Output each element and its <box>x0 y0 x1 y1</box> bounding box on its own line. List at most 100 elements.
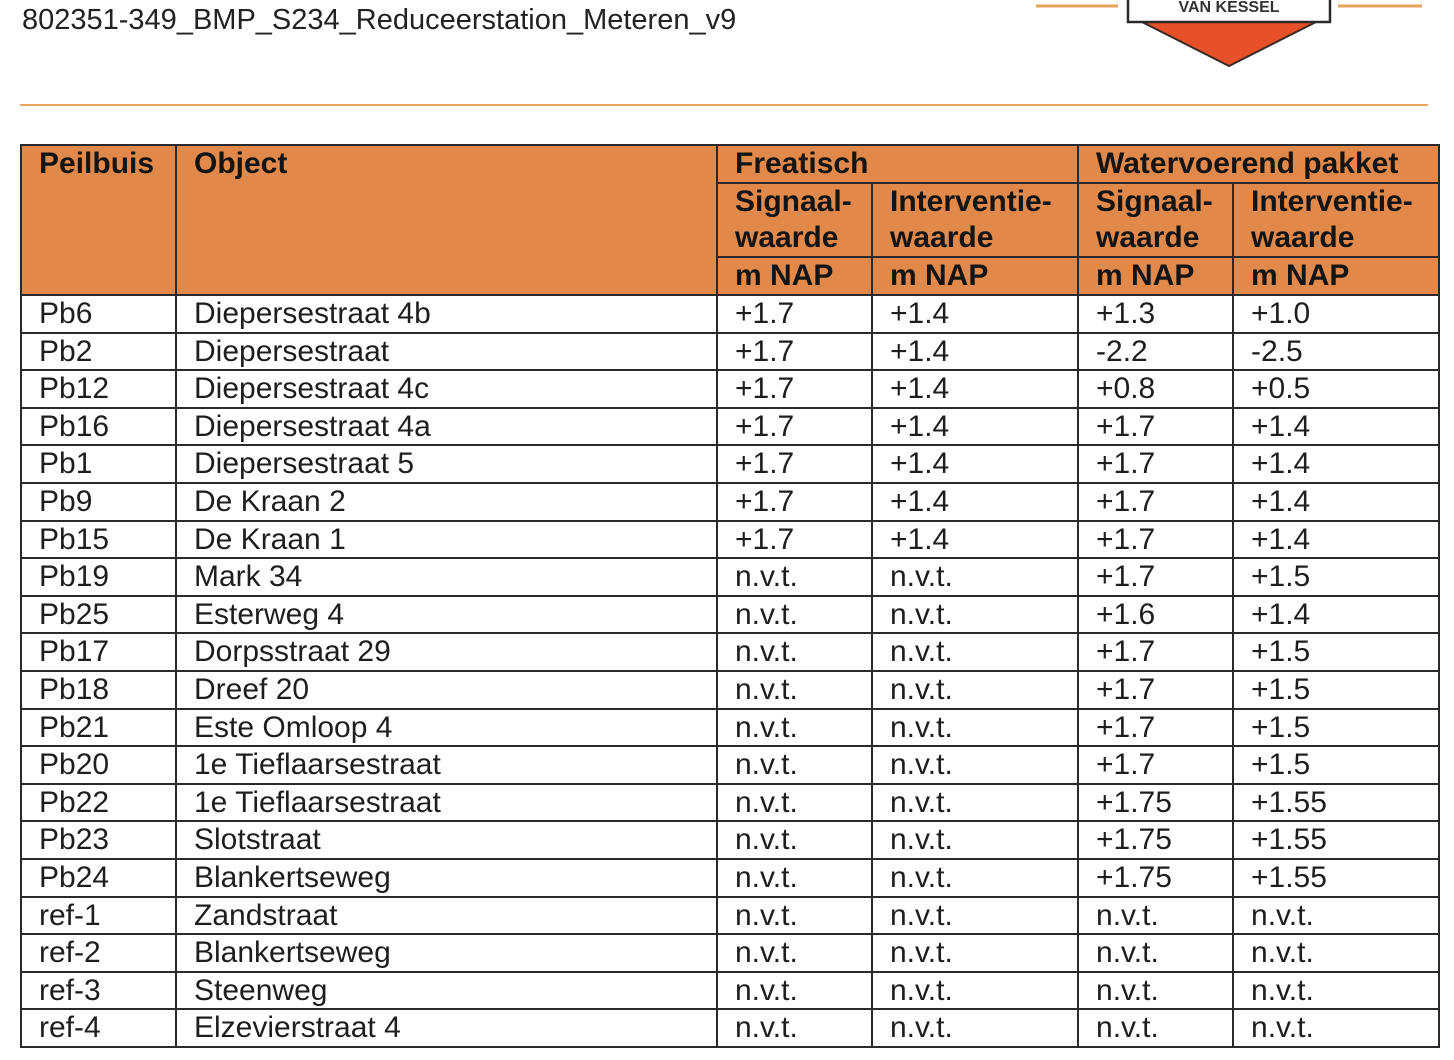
cell-freatisch-interventie: n.v.t. <box>870 557 1080 597</box>
cell-freatisch-interventie: n.v.t. <box>870 933 1080 973</box>
header-unit: m NAP <box>870 256 1080 296</box>
cell-freatisch-interventie: n.v.t. <box>870 594 1080 635</box>
cell-watervoerend-interventie: +1.0 <box>1232 294 1441 334</box>
cell-peilbuis: ref-3 <box>20 970 177 1011</box>
cell-object: Slotstraat <box>175 820 718 860</box>
cell-watervoerend-interventie: +1.5 <box>1232 669 1441 710</box>
cell-peilbuis: Pb9 <box>20 481 177 522</box>
cell-peilbuis: Pb19 <box>20 557 177 597</box>
cell-object: 1e Tieflaarsestraat <box>175 782 718 823</box>
cell-peilbuis: Pb20 <box>20 745 177 785</box>
cell-peilbuis: ref-1 <box>20 895 177 936</box>
logo-text: VAN KESSEL <box>1178 0 1279 16</box>
cell-watervoerend-signaal: n.v.t. <box>1077 933 1235 973</box>
table-row: Pb16 Diepersestraat 4a +1.7 +1.4 +1.7 +1.4 <box>20 406 1441 447</box>
cell-peilbuis: Pb25 <box>20 594 177 635</box>
cell-watervoerend-interventie: n.v.t. <box>1232 970 1441 1011</box>
cell-object: Diepersestraat 5 <box>175 444 718 484</box>
cell-freatisch-interventie: n.v.t. <box>870 970 1080 1011</box>
cell-watervoerend-interventie: +1.4 <box>1232 594 1441 635</box>
cell-freatisch-signaal: +1.7 <box>716 444 873 484</box>
cell-freatisch-interventie: +1.4 <box>870 406 1080 447</box>
document-title: 802351-349_BMP_S234_Reduceerstation_Mete… <box>22 4 737 36</box>
header-watervoerend-interventiewaarde: Interventie- waarde <box>1232 182 1441 258</box>
table-row: Pb20 1e Tieflaarsestraat n.v.t. n.v.t. +1.7 +… <box>20 745 1441 785</box>
logo-red-triangle <box>1137 19 1321 68</box>
cell-watervoerend-interventie: +0.5 <box>1232 369 1441 409</box>
cell-watervoerend-interventie: +1.4 <box>1232 444 1441 484</box>
cell-watervoerend-signaal: +1.7 <box>1077 707 1235 748</box>
header-object: Object <box>175 144 718 296</box>
cell-watervoerend-signaal: +1.7 <box>1077 557 1235 597</box>
cell-watervoerend-interventie: +1.5 <box>1232 632 1441 672</box>
header-signaal-line1: Signaal- <box>1096 185 1213 218</box>
cell-watervoerend-interventie: +1.55 <box>1232 820 1441 860</box>
threshold-table: Peilbuis Object Freatisch Watervoerend p… <box>20 144 1441 1048</box>
table-row: ref-3 Steenweg n.v.t. n.v.t. n.v.t. n.v.t. <box>20 970 1441 1011</box>
header-peilbuis: Peilbuis <box>20 144 177 296</box>
cell-object: De Kraan 2 <box>175 481 718 522</box>
cell-freatisch-signaal: n.v.t. <box>716 970 873 1011</box>
cell-object: Blankertseweg <box>175 857 718 898</box>
cell-watervoerend-interventie: n.v.t. <box>1232 895 1441 936</box>
cell-peilbuis: Pb22 <box>20 782 177 823</box>
cell-freatisch-signaal: +1.7 <box>716 406 873 447</box>
cell-watervoerend-signaal: +1.75 <box>1077 820 1235 860</box>
cell-peilbuis: Pb2 <box>20 331 177 372</box>
cell-watervoerend-signaal: +1.7 <box>1077 669 1235 710</box>
cell-object: Este Omloop 4 <box>175 707 718 748</box>
table-row: Pb9 De Kraan 2 +1.7 +1.4 +1.7 +1.4 <box>20 481 1441 522</box>
header-interventie-line1: Interventie- <box>1251 185 1413 218</box>
table-row: ref-2 Blankertseweg n.v.t. n.v.t. n.v.t. n.v.… <box>20 933 1441 973</box>
cell-object: Diepersestraat 4a <box>175 406 718 447</box>
header-unit: m NAP <box>716 256 873 296</box>
cell-watervoerend-interventie: +1.4 <box>1232 406 1441 447</box>
cell-watervoerend-interventie: -2.5 <box>1232 331 1441 372</box>
cell-watervoerend-signaal: +1.7 <box>1077 444 1235 484</box>
cell-freatisch-interventie: n.v.t. <box>870 632 1080 672</box>
cell-object: Steenweg <box>175 970 718 1011</box>
table-row: Pb22 1e Tieflaarsestraat n.v.t. n.v.t. +1.75… <box>20 782 1441 823</box>
cell-object: Blankertseweg <box>175 933 718 973</box>
cell-freatisch-signaal: +1.7 <box>716 519 873 560</box>
cell-freatisch-signaal: n.v.t. <box>716 594 873 635</box>
cell-watervoerend-interventie: +1.55 <box>1232 782 1441 823</box>
cell-object: De Kraan 1 <box>175 519 718 560</box>
cell-freatisch-interventie: n.v.t. <box>870 782 1080 823</box>
table-row: Pb24 Blankertseweg n.v.t. n.v.t. +1.75 +1.55 <box>20 857 1441 898</box>
cell-peilbuis: Pb18 <box>20 669 177 710</box>
table-row: Pb12 Diepersestraat 4c +1.7 +1.4 +0.8 +0.5 <box>20 369 1441 409</box>
header-freatisch-signaalwaarde: Signaal- waarde <box>716 182 873 258</box>
cell-peilbuis: Pb1 <box>20 444 177 484</box>
cell-watervoerend-interventie: +1.4 <box>1232 481 1441 522</box>
cell-watervoerend-signaal: n.v.t. <box>1077 1008 1235 1048</box>
cell-watervoerend-interventie: +1.55 <box>1232 857 1441 898</box>
table-row: Pb25 Esterweg 4 n.v.t. n.v.t. +1.6 +1.4 <box>20 594 1441 635</box>
cell-object: Zandstraat <box>175 895 718 936</box>
table-row: Pb1 Diepersestraat 5 +1.7 +1.4 +1.7 +1.4 <box>20 444 1441 484</box>
cell-freatisch-signaal: n.v.t. <box>716 669 873 710</box>
cell-freatisch-interventie: n.v.t. <box>870 745 1080 785</box>
header-freatisch-interventiewaarde: Interventie- waarde <box>870 182 1080 258</box>
table-row: Pb19 Mark 34 n.v.t. n.v.t. +1.7 +1.5 <box>20 557 1441 597</box>
table-row: Pb6 Diepersestraat 4b +1.7 +1.4 +1.3 +1.0 <box>20 294 1441 334</box>
cell-watervoerend-signaal: -2.2 <box>1077 331 1235 372</box>
table-row: Pb23 Slotstraat n.v.t. n.v.t. +1.75 +1.55 <box>20 820 1441 860</box>
cell-freatisch-signaal: n.v.t. <box>716 557 873 597</box>
table-header: Peilbuis Object Freatisch Watervoerend p… <box>20 144 1441 296</box>
cell-peilbuis: Pb15 <box>20 519 177 560</box>
cell-freatisch-interventie: +1.4 <box>870 331 1080 372</box>
cell-freatisch-signaal: +1.7 <box>716 294 873 334</box>
cell-watervoerend-signaal: +1.7 <box>1077 745 1235 785</box>
cell-freatisch-interventie: +1.4 <box>870 444 1080 484</box>
cell-watervoerend-signaal: +1.7 <box>1077 519 1235 560</box>
header-interventie-line1: Interventie- <box>890 185 1052 218</box>
cell-freatisch-interventie: n.v.t. <box>870 669 1080 710</box>
cell-watervoerend-interventie: +1.4 <box>1232 519 1441 560</box>
header-interventie-line2: waarde <box>1251 221 1355 254</box>
cell-watervoerend-interventie: n.v.t. <box>1232 933 1441 973</box>
cell-watervoerend-signaal: n.v.t. <box>1077 895 1235 936</box>
cell-watervoerend-signaal: +1.7 <box>1077 632 1235 672</box>
cell-object: Diepersestraat 4c <box>175 369 718 409</box>
cell-freatisch-interventie: n.v.t. <box>870 895 1080 936</box>
